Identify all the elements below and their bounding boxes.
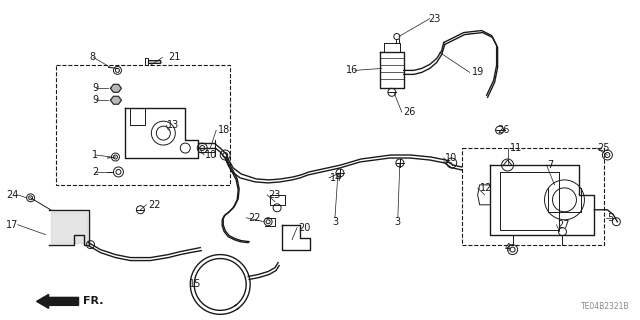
Text: 19: 19 [472,68,484,77]
Text: 21: 21 [168,52,180,62]
Text: 3: 3 [332,217,338,227]
FancyArrow shape [36,294,79,308]
Polygon shape [51,212,86,243]
Text: 16: 16 [346,65,358,76]
Text: 24: 24 [6,190,19,200]
Text: 12: 12 [479,183,492,193]
Text: 1: 1 [92,150,99,160]
Text: 3: 3 [395,217,401,227]
Text: 10: 10 [445,153,457,163]
Text: 11: 11 [509,143,522,153]
Text: TE04B2321B: TE04B2321B [581,302,629,311]
Text: 17: 17 [6,220,19,230]
Text: 4: 4 [504,243,511,252]
Text: 10: 10 [205,150,218,160]
Text: 8: 8 [90,52,95,62]
Polygon shape [111,96,122,104]
Text: 5: 5 [607,213,614,223]
Polygon shape [111,84,122,92]
Bar [461,148,604,244]
Text: 20: 20 [298,223,310,233]
Text: 26: 26 [498,125,510,135]
Text: 9: 9 [92,95,99,105]
Text: 23: 23 [428,14,440,24]
Text: 14: 14 [330,173,342,183]
Text: 26: 26 [403,107,415,117]
Text: 22: 22 [148,200,161,210]
Text: 23: 23 [268,190,280,200]
Text: FR.: FR. [83,296,103,306]
Bar [56,65,230,185]
Text: 13: 13 [167,120,180,130]
Text: 27: 27 [557,220,570,230]
Text: 15: 15 [189,279,202,290]
Text: 22: 22 [248,213,260,223]
Text: 7: 7 [547,160,554,170]
Text: 2: 2 [92,167,99,177]
Text: 9: 9 [92,83,99,93]
Text: 25: 25 [597,143,610,153]
Text: 18: 18 [218,125,230,135]
